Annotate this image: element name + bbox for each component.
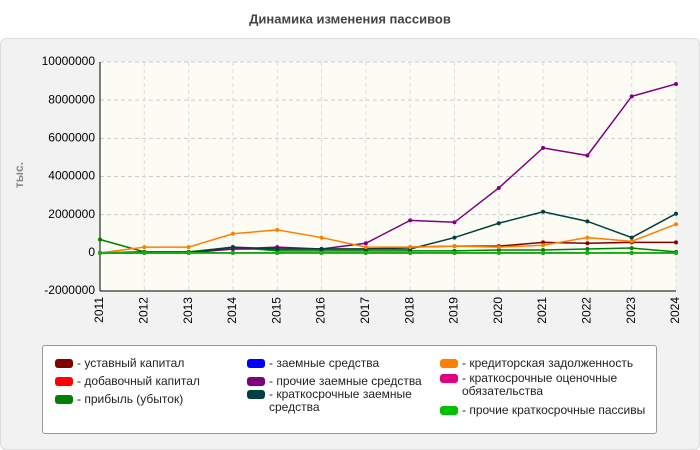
y-tick-label: -2000000 <box>44 283 95 297</box>
point <box>541 250 546 255</box>
point <box>363 245 368 250</box>
point <box>98 237 102 242</box>
series-line <box>100 211 677 254</box>
point <box>674 211 678 216</box>
legend-swatch <box>247 377 265 386</box>
legend-swatch <box>247 390 265 399</box>
x-tick-label: 2016 <box>314 297 328 324</box>
point <box>275 250 280 255</box>
y-tick-label: 0 <box>88 245 95 259</box>
y-tick-label: 8000000 <box>48 92 95 106</box>
legend-label: - прочие краткосрочные пассивы <box>462 403 646 417</box>
x-tick-label: 2024 <box>668 297 682 324</box>
point <box>674 81 678 86</box>
series-line <box>99 223 677 254</box>
point <box>408 245 413 250</box>
point <box>230 250 235 255</box>
point <box>674 240 678 245</box>
legend-swatch <box>55 395 73 404</box>
legend: - уставный капитал - добавочный капитал - … <box>42 345 657 434</box>
point <box>585 247 590 252</box>
point <box>452 250 457 255</box>
point <box>275 227 280 232</box>
point <box>629 94 634 99</box>
x-tick-label: 2018 <box>402 297 416 324</box>
point <box>452 220 457 225</box>
x-tick-label: 2020 <box>491 297 505 324</box>
x-tick-label: 2023 <box>624 297 638 324</box>
point <box>541 243 546 248</box>
point <box>674 250 678 255</box>
point <box>363 241 368 246</box>
point <box>629 235 634 240</box>
chart-title: Динамика изменения пассивов <box>249 11 451 26</box>
point <box>496 185 501 190</box>
legend-label: - заемные средства <box>269 356 380 370</box>
x-tick-label: 2015 <box>269 297 283 324</box>
point <box>585 241 590 246</box>
point <box>363 250 368 255</box>
point <box>230 245 235 250</box>
point <box>319 247 324 252</box>
point <box>496 250 501 255</box>
x-tick-label: 2014 <box>225 297 239 324</box>
point <box>452 244 457 249</box>
x-tick-label: 2019 <box>447 297 461 324</box>
legend-swatch <box>440 406 458 415</box>
point <box>629 250 634 255</box>
point <box>674 222 678 227</box>
legend-label: - уставный капитал <box>77 356 185 370</box>
point <box>496 245 501 250</box>
point <box>585 153 590 158</box>
x-tick-label: 2011 <box>92 297 106 323</box>
legend-label: - краткосрочные оценочные обязательства <box>462 371 618 398</box>
point <box>319 250 324 255</box>
point <box>452 235 457 240</box>
legend-swatch <box>55 359 73 368</box>
point <box>319 235 324 240</box>
point <box>142 245 147 250</box>
y-axis-label: тыс. <box>12 162 26 188</box>
point <box>541 145 546 150</box>
y-tick-label: 10000000 <box>42 54 96 68</box>
legend-label: - прочие заемные средства <box>269 374 422 388</box>
point <box>186 250 191 255</box>
legend-swatch <box>55 377 73 386</box>
y-tick-label: 6000000 <box>48 131 95 145</box>
point <box>186 245 191 250</box>
point <box>541 209 546 214</box>
x-tick-label: 2013 <box>181 297 195 324</box>
point <box>408 250 413 255</box>
x-tick-label: 2022 <box>580 297 594 324</box>
x-tick-label: 2017 <box>358 297 372 324</box>
legend-label: - добавочный капитал <box>77 374 200 388</box>
point <box>408 218 413 223</box>
series-line <box>99 238 677 253</box>
point <box>629 246 634 251</box>
point <box>541 240 546 245</box>
point <box>585 235 590 240</box>
x-tick-label: 2012 <box>136 297 150 324</box>
legend-label: - кредиторская задолженность <box>462 356 634 370</box>
point <box>98 250 102 255</box>
point <box>230 231 235 236</box>
legend-label: - краткосрочные заемные средства <box>269 387 412 414</box>
point <box>585 250 590 255</box>
y-tick-label: 4000000 <box>48 169 95 183</box>
y-tick-label: 2000000 <box>48 207 95 221</box>
legend-label: - прибыль (убыток) <box>77 392 184 406</box>
point <box>585 219 590 224</box>
chart: Динамика изменения пассивов тыс. -200000… <box>12 11 682 324</box>
point <box>496 247 501 252</box>
point <box>142 250 147 255</box>
point <box>629 239 634 244</box>
legend-swatch <box>247 359 265 368</box>
legend-swatch <box>440 374 458 383</box>
x-tick-label: 2021 <box>535 297 549 324</box>
point <box>496 221 501 226</box>
legend-swatch <box>440 359 458 368</box>
point <box>541 247 546 252</box>
point <box>275 247 280 252</box>
